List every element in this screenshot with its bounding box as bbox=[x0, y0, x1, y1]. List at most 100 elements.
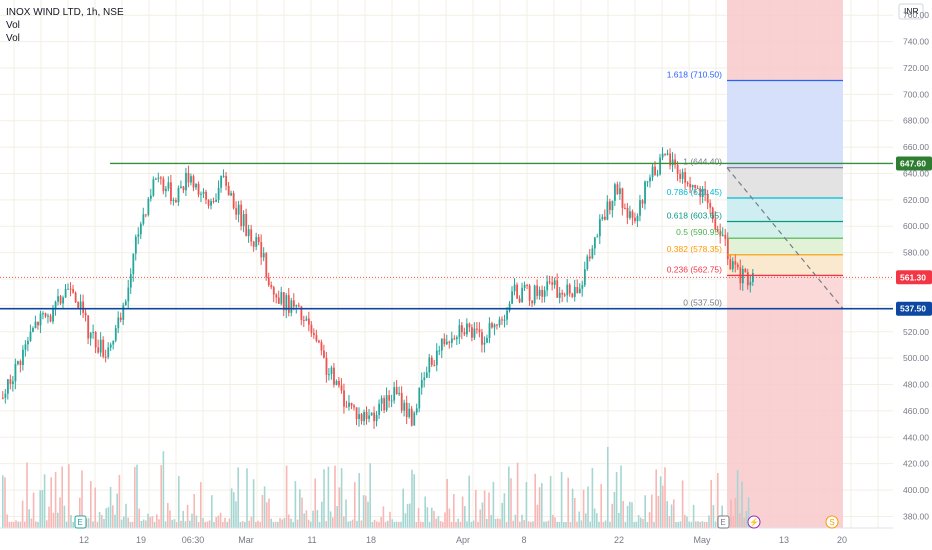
volume-bar bbox=[226, 521, 228, 528]
candle-body bbox=[456, 337, 458, 340]
candle-body bbox=[752, 273, 754, 282]
candle-body bbox=[476, 328, 478, 330]
volume-bar bbox=[259, 521, 261, 528]
candle-body bbox=[107, 347, 110, 358]
volume-bar bbox=[279, 518, 281, 528]
candle-body bbox=[493, 324, 496, 328]
candle-body bbox=[152, 179, 155, 196]
volume-bar bbox=[365, 495, 367, 528]
candle-body bbox=[82, 301, 85, 313]
candle-body bbox=[624, 207, 626, 209]
candle-body bbox=[533, 285, 536, 304]
candle-body bbox=[343, 390, 345, 407]
price-tag bbox=[896, 270, 932, 285]
candle-body bbox=[458, 325, 461, 338]
volume-bar bbox=[257, 520, 259, 528]
volume-bar bbox=[598, 521, 600, 528]
volume-bar bbox=[87, 518, 90, 528]
volume-bar bbox=[530, 521, 532, 528]
volume-bar bbox=[72, 521, 74, 528]
volume-bar bbox=[435, 518, 437, 528]
volume-bar bbox=[653, 521, 655, 528]
candle-body bbox=[604, 216, 606, 220]
volume-bar bbox=[398, 521, 400, 528]
y-tick-label: 460.00 bbox=[903, 406, 929, 416]
volume-bar bbox=[543, 521, 545, 528]
candle-body bbox=[380, 398, 383, 404]
volume-bar bbox=[497, 518, 499, 528]
candle-body bbox=[656, 174, 659, 176]
volume-bar bbox=[695, 521, 697, 528]
candle-body bbox=[641, 200, 644, 204]
fib-level-label: 0 (537.50) bbox=[683, 298, 722, 308]
candle-body bbox=[466, 323, 468, 335]
candle-body bbox=[541, 289, 544, 297]
candle-body bbox=[149, 195, 152, 199]
volume-bar bbox=[63, 505, 66, 528]
volume-bar bbox=[362, 495, 365, 528]
volume-bar bbox=[409, 503, 411, 528]
candle-body bbox=[114, 328, 117, 341]
volume-bar bbox=[664, 467, 666, 528]
session-marker-symbol: S bbox=[829, 518, 834, 527]
candle-body bbox=[245, 214, 248, 236]
candle-body bbox=[478, 329, 481, 333]
volume-bar bbox=[593, 508, 596, 528]
volume-bar bbox=[640, 517, 642, 528]
volume-bar bbox=[206, 521, 209, 528]
candle-body bbox=[290, 300, 293, 313]
candle-body bbox=[471, 327, 473, 338]
volume-bar bbox=[233, 492, 235, 528]
volume-bar bbox=[545, 521, 547, 528]
candle-body bbox=[19, 361, 22, 366]
volume-bar bbox=[235, 501, 237, 528]
volume-bar bbox=[602, 521, 605, 528]
volume-bar bbox=[422, 521, 424, 528]
volume-bar bbox=[6, 514, 8, 528]
volume-bar bbox=[263, 486, 266, 528]
volume-bar bbox=[402, 488, 404, 528]
candle-body bbox=[69, 288, 72, 290]
candle-body bbox=[528, 285, 531, 301]
candle-body bbox=[54, 301, 57, 308]
candle-body bbox=[2, 397, 4, 399]
candle-body bbox=[450, 338, 453, 343]
volume-bar bbox=[587, 486, 589, 528]
candle-body bbox=[119, 317, 122, 320]
volume-bar bbox=[116, 493, 118, 528]
volume-legend[interactable]: Vol bbox=[6, 20, 20, 31]
volume-bar bbox=[459, 521, 462, 528]
volume-bar bbox=[692, 504, 695, 528]
volume-bar bbox=[35, 521, 37, 528]
candle-body bbox=[445, 341, 448, 345]
volume-bar bbox=[151, 516, 154, 528]
volume-bar bbox=[400, 521, 402, 528]
volume-bar bbox=[637, 515, 640, 528]
candle-body bbox=[370, 412, 373, 416]
x-tick-label: 20 bbox=[837, 535, 847, 545]
candle-body bbox=[282, 292, 285, 311]
candle-body bbox=[102, 339, 105, 357]
candle-body bbox=[571, 293, 574, 297]
candle-body bbox=[177, 187, 180, 203]
candle-body bbox=[689, 183, 692, 188]
candle-body bbox=[433, 364, 436, 366]
candle-body bbox=[415, 408, 418, 413]
candle-body bbox=[232, 193, 235, 209]
volume-bar bbox=[512, 520, 514, 528]
candle-body bbox=[511, 291, 513, 304]
volume-bar bbox=[323, 469, 325, 528]
volume-bar bbox=[384, 521, 387, 528]
volume-bar bbox=[332, 517, 334, 528]
volume-bar bbox=[686, 516, 688, 528]
candle-body bbox=[345, 406, 348, 408]
candle-body bbox=[112, 340, 115, 345]
volume-bar bbox=[343, 516, 345, 528]
volume-legend[interactable]: Vol bbox=[6, 33, 20, 44]
candle-body bbox=[644, 181, 646, 204]
volume-bar bbox=[61, 466, 63, 528]
candle-body bbox=[686, 182, 689, 184]
symbol-title[interactable]: INOX WIND LTD, 1h, NSE bbox=[6, 7, 124, 18]
